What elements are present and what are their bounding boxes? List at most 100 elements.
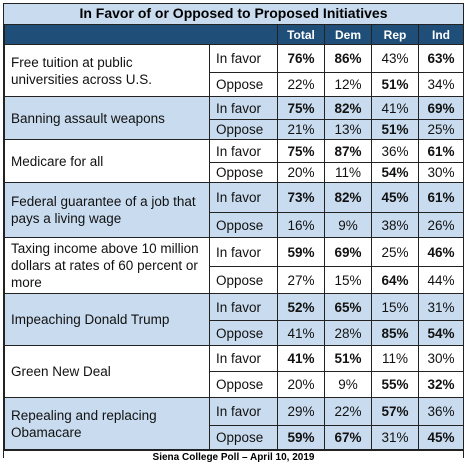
cell-rep: 51% bbox=[371, 72, 419, 97]
cell-total: 75% bbox=[277, 96, 325, 120]
cell-rep: 55% bbox=[371, 371, 419, 398]
cell-ind: 63% bbox=[418, 44, 464, 73]
question-label: Federal guarantee of a job that pays a l… bbox=[4, 182, 210, 238]
table-row: Oppose 59% 67% 31% 45% bbox=[5, 425, 464, 450]
in-favor-label: In favor bbox=[209, 182, 278, 213]
oppose-label: Oppose bbox=[209, 320, 278, 346]
table-row: Free tuition at public universities acro… bbox=[4, 44, 464, 97]
question-label: Green New Deal bbox=[4, 345, 210, 398]
cell-dem: 87% bbox=[324, 139, 372, 163]
question-label: Repealing and replacing Obamacare bbox=[4, 397, 210, 450]
cell-rep: 41% bbox=[371, 96, 419, 120]
oppose-label: Oppose bbox=[209, 162, 278, 183]
in-favor-label: In favor bbox=[209, 397, 278, 426]
col-header-rep: Rep bbox=[371, 24, 419, 45]
cell-dem: 69% bbox=[324, 236, 372, 268]
table-title: In Favor of or Opposed to Proposed Initi… bbox=[4, 4, 463, 24]
col-header-dem: Dem bbox=[324, 24, 372, 45]
cell-dem: 86% bbox=[324, 44, 372, 73]
cell-rep: 15% bbox=[371, 293, 419, 321]
table-row: Oppose 22% 12% 51% 34% bbox=[5, 72, 464, 97]
table-row: Green New Deal In favor 41% 51% 11% 30% bbox=[4, 345, 464, 398]
question-label: Medicare for all bbox=[4, 139, 210, 183]
cell-total: 20% bbox=[277, 162, 325, 183]
cell-rep: 31% bbox=[371, 425, 419, 450]
in-favor-label: In favor bbox=[209, 236, 278, 268]
cell-ind: 69% bbox=[418, 96, 464, 120]
cell-ind: 36% bbox=[418, 397, 464, 426]
cell-dem: 22% bbox=[324, 397, 372, 426]
cell-dem: 11% bbox=[324, 162, 372, 183]
poll-table-container: In Favor of or Opposed to Proposed Initi… bbox=[3, 3, 464, 465]
cell-rep: 64% bbox=[371, 266, 419, 294]
cell-total: 22% bbox=[277, 72, 325, 97]
table-row: Repealing and replacing Obamacare In favo… bbox=[4, 397, 464, 450]
table-row: Taxing income above 10 million dollars a… bbox=[4, 236, 464, 294]
cell-rep: 85% bbox=[371, 320, 419, 346]
table-row: Federal guarantee of a job that pays a l… bbox=[4, 182, 464, 238]
cell-total: 59% bbox=[277, 425, 325, 450]
cell-total: 75% bbox=[277, 139, 325, 163]
cell-rep: 38% bbox=[371, 212, 419, 238]
table-row: Oppose 41% 28% 85% 54% bbox=[5, 320, 464, 346]
cell-dem: 12% bbox=[324, 72, 372, 97]
cell-dem: 65% bbox=[324, 293, 372, 321]
oppose-label: Oppose bbox=[209, 72, 278, 97]
cell-ind: 34% bbox=[418, 72, 464, 97]
cell-dem: 67% bbox=[324, 425, 372, 450]
source-footer: Siena College Poll – April 10, 2019 bbox=[4, 450, 463, 465]
table-row: Banning assault weapons In favor 75% 82% 41%… bbox=[4, 96, 464, 140]
cell-dem: 28% bbox=[324, 320, 372, 346]
cell-ind: 30% bbox=[418, 162, 464, 183]
table-row: Oppose 16% 9% 38% 26% bbox=[5, 212, 464, 238]
cell-total: 29% bbox=[277, 397, 325, 426]
cell-dem: 9% bbox=[324, 212, 372, 238]
question-label: Impeaching Donald Trump bbox=[4, 293, 210, 346]
in-favor-label: In favor bbox=[209, 96, 278, 120]
col-header-total: Total bbox=[277, 24, 325, 45]
oppose-label: Oppose bbox=[209, 266, 278, 294]
cell-total: 73% bbox=[277, 182, 325, 213]
cell-total: 76% bbox=[277, 44, 325, 73]
cell-rep: 51% bbox=[371, 119, 419, 140]
cell-ind: 31% bbox=[418, 293, 464, 321]
cell-total: 21% bbox=[277, 119, 325, 140]
in-favor-label: In favor bbox=[209, 293, 278, 321]
poll-table: Total Dem Rep Ind Free tuition at public… bbox=[4, 24, 464, 450]
table-row: Oppose 20% 9% 55% 32% bbox=[5, 371, 464, 398]
cell-rep: 45% bbox=[371, 182, 419, 213]
col-header-ind: Ind bbox=[418, 24, 464, 45]
oppose-label: Oppose bbox=[209, 371, 278, 398]
cell-ind: 54% bbox=[418, 320, 464, 346]
header-blank bbox=[4, 24, 278, 45]
cell-total: 16% bbox=[277, 212, 325, 238]
cell-rep: 57% bbox=[371, 397, 419, 426]
cell-total: 41% bbox=[277, 345, 325, 372]
in-favor-label: In favor bbox=[209, 139, 278, 163]
cell-dem: 51% bbox=[324, 345, 372, 372]
table-row: Oppose 20% 11% 54% 30% bbox=[5, 162, 464, 183]
cell-ind: 44% bbox=[418, 266, 464, 294]
cell-ind: 32% bbox=[418, 371, 464, 398]
cell-dem: 13% bbox=[324, 119, 372, 140]
cell-dem: 9% bbox=[324, 371, 372, 398]
cell-total: 52% bbox=[277, 293, 325, 321]
cell-ind: 25% bbox=[418, 119, 464, 140]
cell-dem: 15% bbox=[324, 266, 372, 294]
cell-ind: 61% bbox=[418, 182, 464, 213]
oppose-label: Oppose bbox=[209, 119, 278, 140]
cell-total: 59% bbox=[277, 236, 325, 268]
table-row: Oppose 27% 15% 64% 44% bbox=[5, 266, 464, 294]
cell-dem: 82% bbox=[324, 96, 372, 120]
in-favor-label: In favor bbox=[209, 44, 278, 73]
cell-ind: 61% bbox=[418, 139, 464, 163]
in-favor-label: In favor bbox=[209, 345, 278, 372]
question-label: Free tuition at public universities acro… bbox=[4, 44, 210, 97]
cell-total: 41% bbox=[277, 320, 325, 346]
cell-rep: 43% bbox=[371, 44, 419, 73]
cell-ind: 45% bbox=[418, 425, 464, 450]
cell-ind: 26% bbox=[418, 212, 464, 238]
cell-rep: 11% bbox=[371, 345, 419, 372]
cell-ind: 46% bbox=[418, 236, 464, 268]
question-label: Banning assault weapons bbox=[4, 96, 210, 140]
